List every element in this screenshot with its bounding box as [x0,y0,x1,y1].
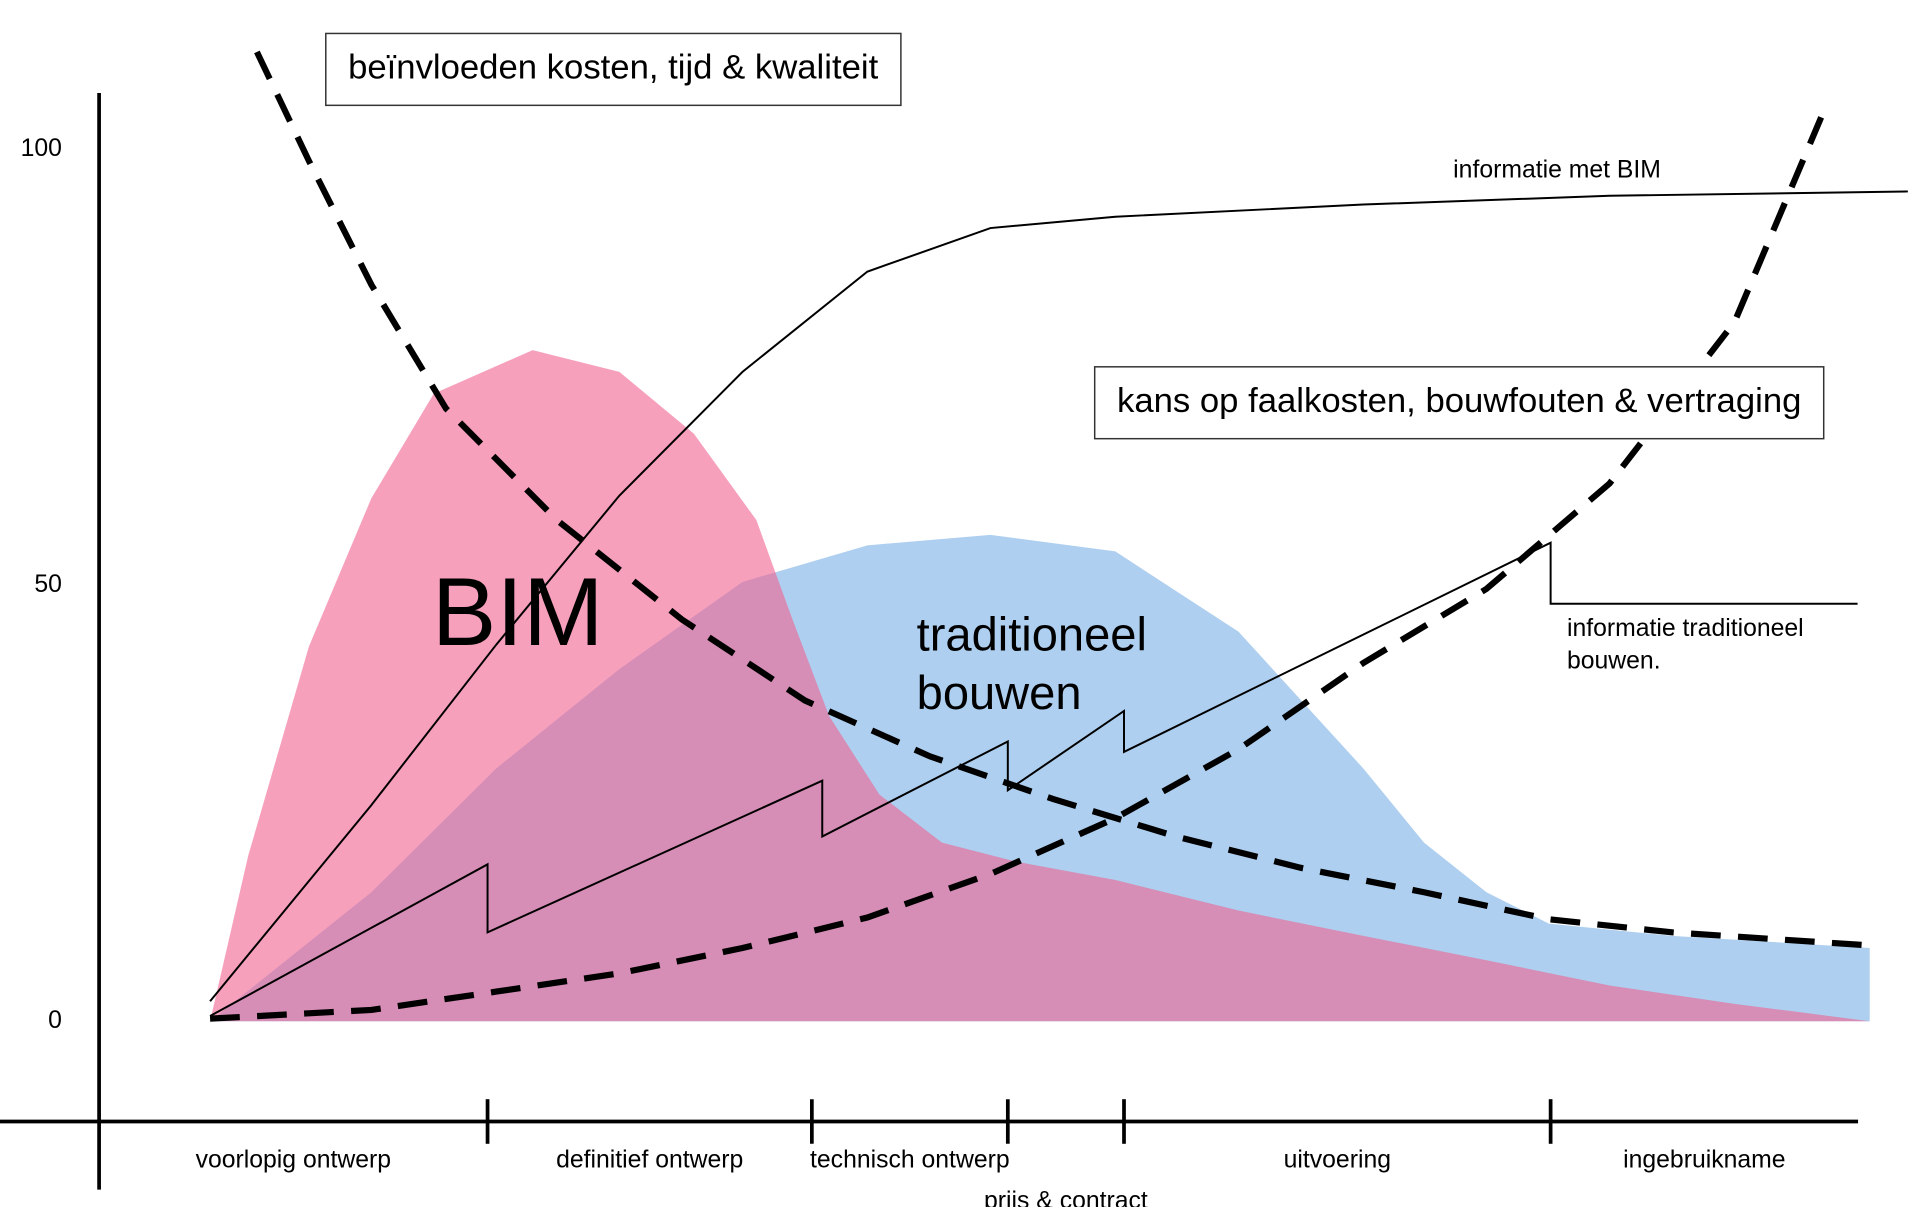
phase-label: ingebruikname [1623,1147,1785,1174]
y-tick-label: 0 [48,1007,62,1034]
line [209,190,1908,1002]
series-label: informatie traditioneel [1567,615,1804,642]
series-label: bouwen [917,666,1082,719]
line [209,541,1858,1017]
y-tick-label: 50 [34,571,62,598]
label-box [1093,366,1825,440]
phase-label: uitvoering [1284,1147,1391,1174]
area [210,350,1870,1022]
series-label: kans op faalkosten, bouwfouten & vertrag… [1117,382,1801,420]
phase-label: prijs & contract [984,1188,1148,1207]
phase-label: voorlopig ontwerp [196,1147,391,1174]
series-label: informatie met BIM [1453,157,1661,184]
y-tick-label: 100 [21,135,62,162]
series-label: beïnvloeden kosten, tijd & kwaliteit [348,49,879,87]
phase-label: definitief ontwerp [556,1147,743,1174]
dashed-line [209,116,1825,1022]
series-label: bouwen. [1567,647,1661,674]
label-box [325,32,902,107]
dashed-line [254,50,1870,949]
series-label: traditioneel [917,608,1147,661]
phase-label: technisch ontwerp [810,1147,1010,1174]
series-label: BIM [432,559,604,666]
